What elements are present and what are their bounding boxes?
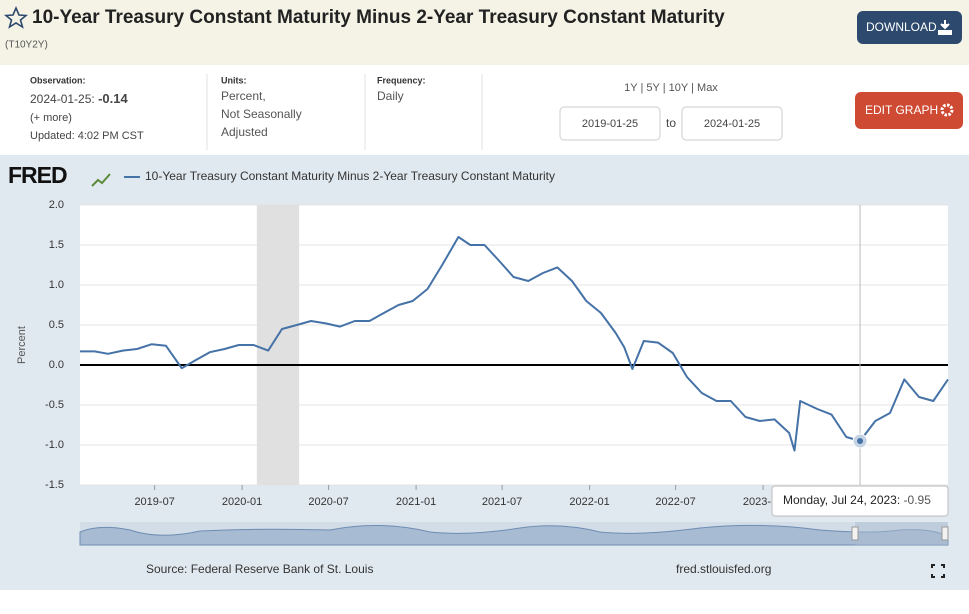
observation-value: -0.14: [98, 91, 128, 106]
x-tick-label: 2020-07: [308, 496, 348, 508]
y-tick-label: -0.5: [45, 399, 64, 411]
edit-bg[interactable]: [855, 92, 963, 129]
y-tick-label: 0.0: [49, 359, 64, 371]
y-tick-label: 0.5: [49, 319, 64, 331]
legend-label: 10-Year Treasury Constant Maturity Minus…: [145, 169, 555, 183]
navigator-handle[interactable]: [941, 526, 949, 541]
x-tick-label: 2022-01: [569, 496, 609, 508]
plot-bg: [80, 205, 948, 485]
edit-graph-button[interactable]: EDIT GRAPH: [855, 92, 963, 129]
x-tick-label: 2020-01: [222, 496, 262, 508]
x-tick-label: 2021-01: [396, 496, 436, 508]
observation-label: Observation:: [30, 75, 86, 85]
download-icon[interactable]: [938, 20, 952, 35]
plot: 2.0 1.5 1.0 0.5 0.0 -0.5 -1.0 -1.5 Percent 2019-0…: [16, 199, 949, 508]
frequency-label: Frequency:: [377, 75, 426, 85]
navigator-area: [79, 524, 949, 546]
fred-logo: FRED: [8, 162, 67, 188]
range-link[interactable]: 1Y: [624, 82, 638, 94]
hover-dot: [857, 438, 864, 444]
navigator-window[interactable]: [855, 522, 948, 545]
units-label: Units:: [221, 75, 247, 85]
x-tick-label: 2019-07: [134, 496, 174, 508]
y-tick-label: -1.0: [45, 439, 64, 451]
tooltip: Monday, Jul 24, 2023: -0.95: [771, 485, 949, 517]
gear-icon[interactable]: [940, 103, 954, 117]
star-icon[interactable]: [3, 5, 29, 29]
updated: Updated: 4:02 PM CST: [30, 130, 144, 142]
download-bg[interactable]: [857, 11, 962, 44]
start-input[interactable]: [559, 106, 661, 141]
units: Not Seasonally: [221, 107, 302, 121]
navigator-handle[interactable]: [851, 526, 859, 541]
to-label: to: [666, 116, 676, 130]
download-label[interactable]: DOWNLOAD: [866, 20, 937, 34]
logo-icon: [91, 173, 111, 187]
units: Percent,: [221, 89, 266, 103]
tooltip-label: Monday, Jul 24, 2023:: [783, 493, 900, 507]
observation-date: 2024-01-25:: [30, 92, 95, 106]
y-axis-label: Percent: [16, 326, 28, 364]
tooltip-value: -0.95: [904, 493, 932, 507]
recession-shade: [256, 205, 300, 485]
source: Source: Federal Reserve Bank of St. Loui…: [146, 562, 373, 576]
edit-label[interactable]: EDIT GRAPH: [865, 103, 938, 117]
end-date[interactable]: 2024-01-25: [704, 118, 760, 130]
x-tick-label: 2021-07: [482, 496, 522, 508]
site: fred.stlouisfed.org: [676, 562, 771, 576]
info-row: Observation: 2024-01-25: -0.14 (+ more) …: [30, 74, 963, 150]
y-tick-label: 1.0: [49, 279, 64, 291]
frequency: Daily: [377, 89, 404, 103]
range-link[interactable]: 10Y: [669, 82, 689, 94]
y-tick-label: 2.0: [49, 199, 64, 211]
observation: 2024-01-25: -0.14: [30, 91, 128, 106]
navigator: [79, 522, 949, 546]
start-date[interactable]: 2019-01-25: [582, 118, 638, 130]
units: Adjusted: [221, 125, 268, 139]
more-link[interactable]: (+ more): [30, 112, 72, 124]
tooltip-text: Monday, Jul 24, 2023: -0.95: [783, 493, 931, 507]
range-link[interactable]: 5Y: [646, 82, 660, 94]
download-button[interactable]: DOWNLOAD: [857, 11, 962, 44]
series-id: (T10Y2Y): [5, 40, 48, 51]
title: 10-Year Treasury Constant Maturity Minus…: [32, 7, 725, 28]
fullscreen-icon[interactable]: [931, 564, 945, 578]
series-line: [80, 236, 949, 452]
range-links: 1Y | 5Y | 10Y | Max: [624, 82, 718, 94]
end-input[interactable]: [681, 106, 783, 141]
x-tick-label: 2022-07: [655, 496, 695, 508]
tooltip-box: [771, 485, 949, 517]
range-link[interactable]: Max: [697, 82, 718, 94]
y-tick-label: 1.5: [49, 239, 64, 251]
header-bg: [0, 0, 969, 65]
y-tick-label: -1.5: [45, 479, 64, 491]
